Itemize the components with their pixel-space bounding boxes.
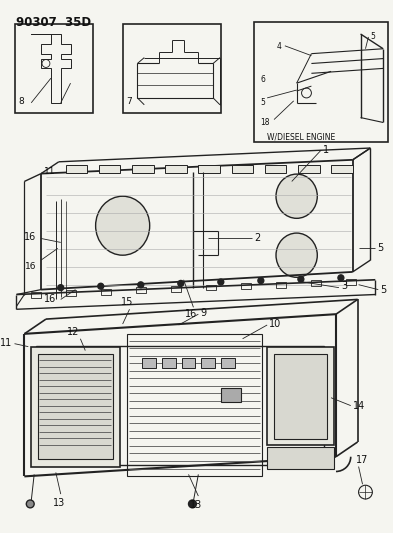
- Text: 18: 18: [260, 118, 270, 126]
- Text: 11: 11: [44, 167, 55, 175]
- Text: 16: 16: [25, 262, 36, 271]
- Text: 4: 4: [277, 42, 282, 51]
- Text: 11: 11: [0, 338, 13, 348]
- Bar: [267, 346, 334, 445]
- Bar: [346, 279, 356, 285]
- Bar: [142, 358, 156, 368]
- Bar: [66, 290, 76, 296]
- Bar: [171, 286, 181, 292]
- Bar: [101, 289, 111, 295]
- Bar: [123, 24, 221, 112]
- Circle shape: [98, 283, 104, 289]
- Bar: [276, 281, 286, 288]
- Text: 13: 13: [190, 500, 202, 510]
- Circle shape: [178, 280, 184, 286]
- Text: 2: 2: [254, 233, 261, 244]
- Bar: [66, 165, 87, 173]
- Text: 16: 16: [24, 232, 36, 243]
- Bar: [165, 165, 187, 173]
- Bar: [221, 358, 235, 368]
- Circle shape: [258, 278, 264, 284]
- Circle shape: [189, 500, 196, 508]
- Bar: [136, 287, 146, 293]
- Circle shape: [298, 276, 304, 282]
- Bar: [231, 165, 253, 173]
- Text: 1: 1: [323, 145, 329, 155]
- Bar: [201, 358, 215, 368]
- Text: 16: 16: [44, 294, 56, 304]
- Ellipse shape: [276, 233, 317, 277]
- Text: 15: 15: [121, 297, 134, 308]
- Text: 6: 6: [260, 75, 265, 84]
- Bar: [36, 345, 324, 465]
- Bar: [182, 358, 195, 368]
- Text: 5: 5: [377, 243, 384, 253]
- Bar: [221, 388, 241, 402]
- Bar: [267, 447, 334, 469]
- Text: 13: 13: [53, 498, 65, 508]
- Text: 5: 5: [380, 285, 386, 295]
- Ellipse shape: [276, 174, 317, 219]
- Bar: [241, 283, 251, 289]
- Bar: [254, 22, 388, 142]
- Bar: [38, 354, 113, 459]
- Bar: [198, 165, 220, 173]
- Bar: [31, 346, 120, 466]
- Text: W/DIESEL ENGINE: W/DIESEL ENGINE: [267, 132, 335, 141]
- Bar: [31, 292, 41, 297]
- Bar: [15, 24, 93, 112]
- Bar: [274, 354, 327, 439]
- Bar: [298, 165, 320, 173]
- Text: 3: 3: [341, 281, 347, 290]
- Text: 90307  35D: 90307 35D: [17, 17, 92, 29]
- Bar: [132, 165, 154, 173]
- Bar: [99, 165, 120, 173]
- Text: 12: 12: [67, 327, 79, 337]
- Text: 5: 5: [260, 98, 265, 107]
- Circle shape: [138, 282, 144, 288]
- Bar: [127, 334, 262, 477]
- Text: 5: 5: [370, 32, 375, 41]
- Circle shape: [218, 279, 224, 285]
- Text: 16: 16: [185, 309, 198, 319]
- Circle shape: [338, 275, 344, 281]
- Bar: [311, 280, 321, 286]
- Bar: [331, 165, 353, 173]
- Text: 8: 8: [18, 97, 24, 106]
- Bar: [265, 165, 286, 173]
- Ellipse shape: [95, 196, 150, 255]
- Text: 14: 14: [353, 401, 365, 410]
- Text: 17: 17: [356, 455, 368, 465]
- Text: 10: 10: [269, 319, 281, 329]
- Text: 7: 7: [127, 97, 132, 106]
- Bar: [162, 358, 176, 368]
- Text: 9: 9: [200, 308, 206, 318]
- Circle shape: [26, 500, 34, 508]
- Bar: [206, 285, 216, 290]
- Circle shape: [58, 285, 64, 290]
